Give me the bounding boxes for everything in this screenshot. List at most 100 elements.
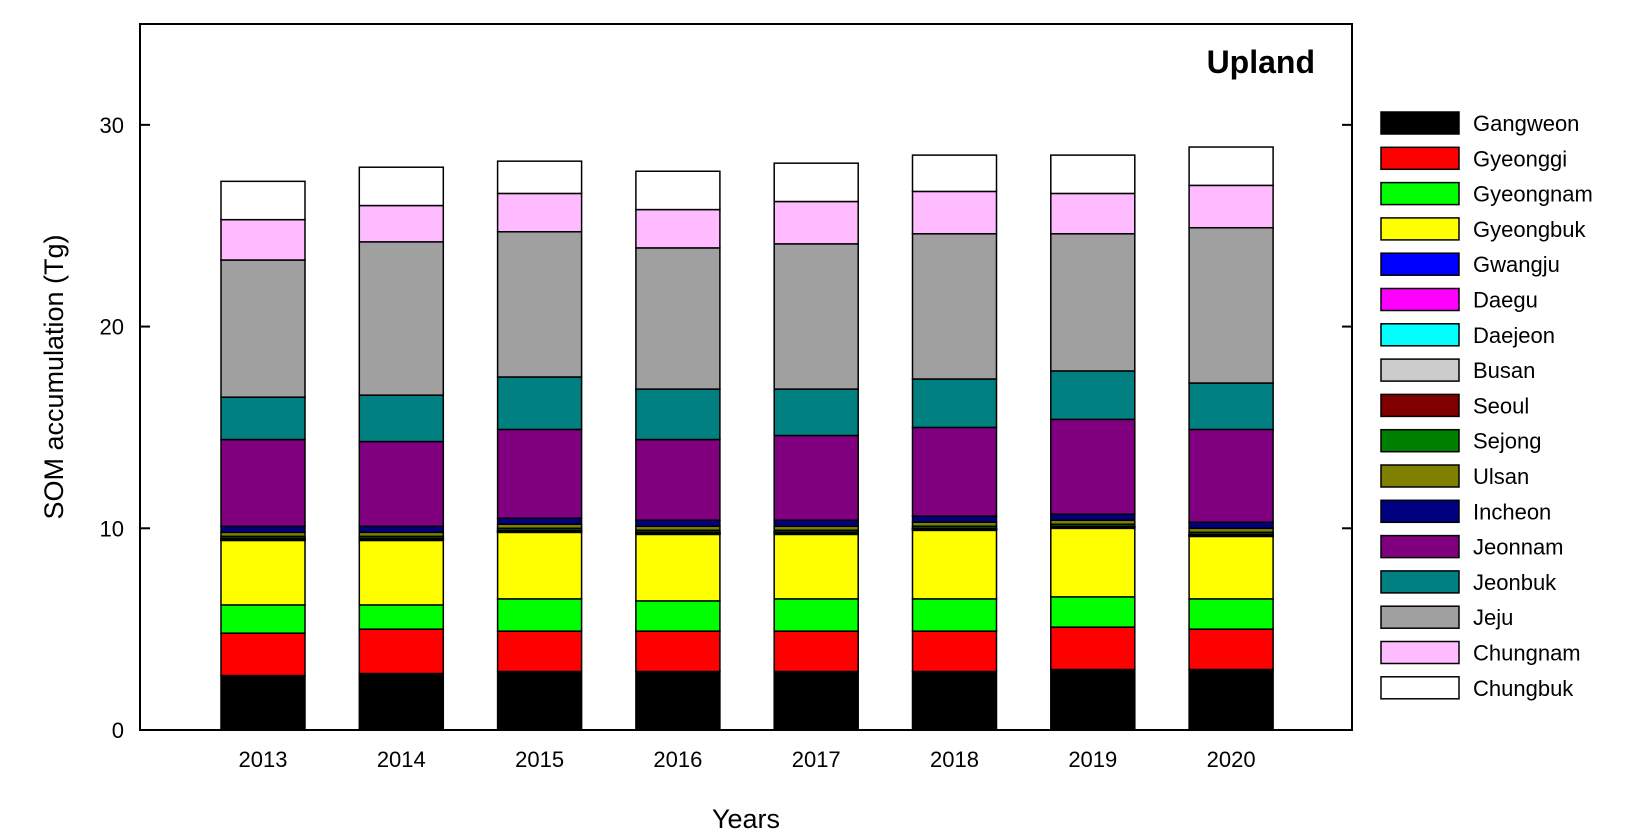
legend-label: Seoul: [1473, 393, 1529, 418]
bar-segment: [358, 241, 445, 396]
y-axis: 0 10 20 30: [100, 113, 1352, 743]
legend-swatch: [1380, 534, 1460, 559]
legend-label: Daegu: [1473, 288, 1538, 313]
y-axis-title: SOM accumulation (Tg): [39, 234, 69, 519]
y-tick-label: 10: [100, 516, 124, 541]
bar-segment: [911, 598, 998, 632]
x-tick-label: 2015: [515, 747, 564, 772]
legend-label: Gwangju: [1473, 252, 1560, 277]
bar-segment: [1188, 146, 1274, 187]
bar-segment: [496, 670, 583, 731]
bar-segment: [1050, 233, 1136, 372]
bar-segment: [496, 531, 583, 600]
bar-segment: [1050, 527, 1136, 598]
legend-swatch: [1380, 252, 1460, 276]
y-tick-label: 20: [100, 315, 124, 340]
legend-swatch: [1380, 287, 1460, 312]
bar-segment: [911, 190, 998, 235]
x-tick-label: 2019: [1068, 747, 1117, 772]
legend-label: Gyeonggi: [1473, 146, 1567, 171]
legend-label: Jeonnam: [1473, 535, 1564, 560]
legend-label: Incheon: [1473, 499, 1551, 524]
bar-segment: [220, 632, 306, 677]
bar-segment: [773, 598, 859, 632]
bar-segment: [635, 208, 721, 249]
bar-segment: [358, 604, 445, 630]
bar-segment: [496, 231, 583, 378]
bar-segment: [496, 630, 583, 673]
bar-segment: [496, 192, 583, 233]
legend-label: Gangweon: [1473, 111, 1579, 136]
bar-segment: [911, 154, 998, 193]
bar-segment: [1188, 382, 1274, 431]
y-tick-label: 30: [100, 113, 124, 138]
bar-segment: [635, 600, 721, 632]
bar-segment: [220, 218, 306, 261]
legend-label: Gyeongnam: [1473, 182, 1593, 207]
legend-swatch: [1380, 393, 1460, 418]
bar-segment: [773, 670, 859, 731]
bar-segment: [1188, 628, 1274, 671]
bar-segment: [635, 670, 721, 731]
legend-swatch: [1380, 676, 1460, 700]
bar-segment: [220, 396, 306, 441]
legend-label: Gyeongbuk: [1473, 217, 1587, 242]
bar-segment: [358, 204, 445, 243]
bar-segment: [220, 525, 306, 534]
bars-layer: [220, 146, 1274, 731]
legend-swatch: [1380, 570, 1460, 594]
bar-segment: [220, 180, 306, 221]
bar-segment: [1188, 521, 1274, 530]
legend-swatch: [1380, 146, 1460, 171]
bar-segment: [635, 533, 721, 602]
bar-segment: [911, 426, 998, 517]
legend-swatch: [1380, 111, 1460, 135]
bar-segment: [220, 259, 306, 398]
x-tick-label: 2020: [1207, 747, 1256, 772]
legend-label: Busan: [1473, 358, 1535, 383]
bar-segment: [1188, 184, 1274, 229]
bar-segment: [773, 162, 859, 203]
x-tick-label: 2018: [930, 747, 979, 772]
bar-segment: [358, 672, 445, 731]
bar-segment: [1050, 418, 1136, 515]
bar-segment: [1050, 370, 1136, 421]
bar-segment: [773, 200, 859, 245]
bar-segment: [496, 598, 583, 632]
bar-segment: [358, 539, 445, 606]
bar-segment: [358, 628, 445, 675]
bar-segment: [1188, 668, 1274, 731]
bar-segment: [635, 438, 721, 521]
bar-segment: [773, 434, 859, 521]
bar-segment: [220, 438, 306, 528]
bar-segment: [1188, 535, 1274, 600]
bar-segment: [1188, 428, 1274, 523]
bar-segment: [220, 539, 306, 606]
legend-swatch: [1380, 323, 1460, 347]
bar-segment: [911, 378, 998, 429]
bar-segment: [635, 170, 721, 211]
legend-label: Chungbuk: [1473, 676, 1574, 701]
legend-label: Jeonbuk: [1473, 570, 1557, 595]
bar-segment: [635, 247, 721, 390]
legend: Gangweon Gyeonggi Gyeongnam Gyeongbuk Gwangj…: [1380, 111, 1593, 701]
bar-segment: [911, 233, 998, 380]
chart-title: Upland: [1207, 44, 1315, 80]
bar-segment: [773, 243, 859, 390]
legend-label: Sejong: [1473, 429, 1542, 454]
bar-segment: [1188, 226, 1274, 384]
legend-swatch: [1380, 605, 1460, 629]
bar-segment: [358, 440, 445, 528]
bar-segment: [1050, 154, 1136, 195]
bar-segment: [635, 630, 721, 673]
bar-segment: [1050, 192, 1136, 235]
bar-segment: [635, 388, 721, 441]
bar-segment: [773, 630, 859, 673]
legend-label: Daejeon: [1473, 323, 1555, 348]
bar-segment: [220, 604, 306, 634]
legend-swatch: [1380, 499, 1460, 524]
bar-segment: [911, 529, 998, 600]
x-tick-label: 2017: [792, 747, 841, 772]
legend-label: Chungnam: [1473, 641, 1581, 666]
